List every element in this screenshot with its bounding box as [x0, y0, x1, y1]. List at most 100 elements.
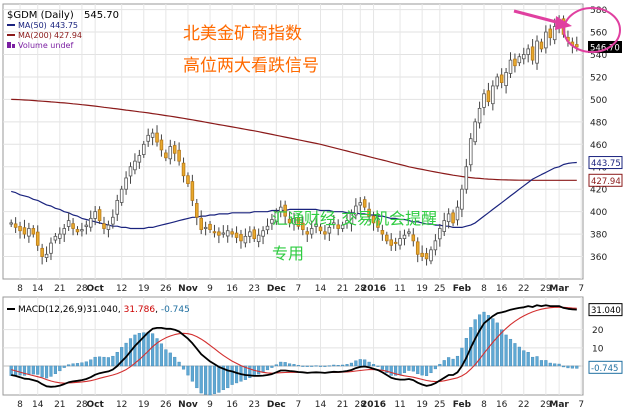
candle-body	[468, 138, 473, 166]
x-tick-label: 7	[578, 400, 584, 410]
candle-body	[482, 93, 486, 108]
x-tick-label: 14	[315, 400, 327, 410]
candle-body	[44, 253, 49, 258]
x-tick-label: 26	[160, 400, 172, 410]
legend-ma200-value: 427.94	[54, 31, 82, 40]
candle-body	[128, 166, 133, 177]
candle-body	[172, 145, 177, 154]
candle-body	[473, 121, 477, 143]
legend-volume-swatch-2	[12, 44, 15, 48]
x-tick-label: 11	[394, 400, 405, 410]
macd-histogram-bar	[557, 363, 561, 367]
macd-histogram-bar	[486, 315, 490, 367]
candle-body	[256, 234, 261, 243]
macd-histogram-bar	[146, 332, 150, 367]
macd-histogram-bar	[155, 338, 159, 367]
candle-body	[349, 213, 354, 225]
macd-histogram-bar	[173, 356, 177, 367]
macd-histogram-bar	[345, 364, 349, 367]
candle-body	[544, 31, 548, 49]
candle-body	[186, 175, 190, 184]
price-tick-label: 520	[590, 73, 607, 83]
macd-histogram-bar	[18, 365, 22, 376]
x-tick-label: 21	[337, 400, 348, 410]
x-tick-label: 12	[116, 400, 127, 410]
macd-legend-part: ,	[118, 305, 124, 315]
ma-badge	[588, 173, 623, 187]
macd-legend-part: MACD(12,26,9)	[18, 305, 86, 315]
candle-body	[499, 74, 504, 83]
price-tick-label: 420	[590, 186, 607, 196]
macd-histogram-bar	[495, 322, 499, 367]
macd-histogram-bar	[358, 359, 362, 367]
x-tick-label: 9	[207, 284, 213, 294]
candle-body	[53, 235, 58, 241]
macd-histogram-bar	[478, 314, 482, 367]
candle-body	[155, 132, 159, 143]
x-tick-label: 25	[434, 400, 445, 410]
x-tick-label: Mar	[549, 400, 569, 410]
candle-body	[208, 223, 212, 231]
highlight-arrow	[513, 9, 572, 30]
macd-histogram-bar	[89, 359, 93, 367]
x-tick-label: 8	[481, 400, 487, 410]
macd-histogram-bar	[243, 365, 247, 380]
macd-histogram-bar	[230, 365, 234, 385]
candle-body	[58, 233, 62, 239]
candle-body	[84, 224, 89, 227]
candle-body	[477, 107, 482, 124]
macd-tick-label: 20	[592, 326, 604, 336]
macd-legend-part: -0.745	[161, 305, 190, 315]
candle-body	[270, 219, 274, 224]
candle-body	[539, 41, 544, 50]
x-tick-label: 25	[434, 284, 445, 294]
candle-body	[168, 146, 173, 160]
x-tick-label: 19	[416, 284, 428, 294]
macd-histogram-bar	[447, 357, 451, 367]
candle-body	[336, 224, 340, 229]
macd-histogram-bar	[296, 365, 300, 367]
macd-histogram-bar	[27, 365, 31, 375]
candle-body	[283, 204, 287, 217]
macd-histogram-bar	[142, 332, 146, 367]
macd-histogram-bar	[349, 362, 354, 367]
candle-body	[239, 234, 243, 242]
candle-body	[517, 56, 522, 64]
macd-histogram-bar	[513, 343, 517, 367]
candle-body	[287, 218, 292, 224]
macd-histogram-bar	[40, 365, 44, 378]
candle-body	[66, 220, 71, 227]
candle-body	[327, 226, 332, 234]
macd-legend-part: 31.040	[86, 305, 118, 315]
macd-histogram-bar	[22, 365, 27, 376]
macd-histogram-bar	[455, 355, 460, 367]
candle-body	[362, 199, 367, 208]
x-tick-label: Feb	[453, 284, 472, 294]
last-price-badge-label: 546.70	[590, 43, 620, 53]
ma200-line	[11, 98, 577, 181]
macd-badge	[588, 360, 623, 374]
macd-badge-label: 31.040	[591, 306, 621, 316]
candle-body	[80, 229, 84, 232]
x-tick-label: 21	[54, 284, 65, 294]
macd-histogram-bar	[420, 365, 424, 376]
candle-body	[97, 209, 102, 222]
x-tick-label: Nov	[178, 400, 198, 410]
x-tick-label: 29	[540, 284, 552, 294]
macd-histogram-bar	[407, 365, 411, 371]
macd-badge	[588, 303, 623, 317]
x-tick-label: 8	[17, 284, 23, 294]
macd-histogram-bar	[217, 365, 221, 393]
macd-histogram	[9, 311, 579, 396]
candle-body	[265, 225, 270, 231]
legend-volume: Volume undef	[18, 41, 73, 50]
candle-body	[296, 216, 301, 227]
candle-body	[530, 46, 535, 61]
macd-histogram-bar	[539, 360, 544, 367]
macd-histogram-bar	[261, 365, 265, 373]
macd-histogram-bar	[58, 365, 62, 372]
price-tick-label: 360	[590, 253, 607, 263]
candle-body	[234, 232, 239, 238]
candle-body	[389, 239, 393, 246]
